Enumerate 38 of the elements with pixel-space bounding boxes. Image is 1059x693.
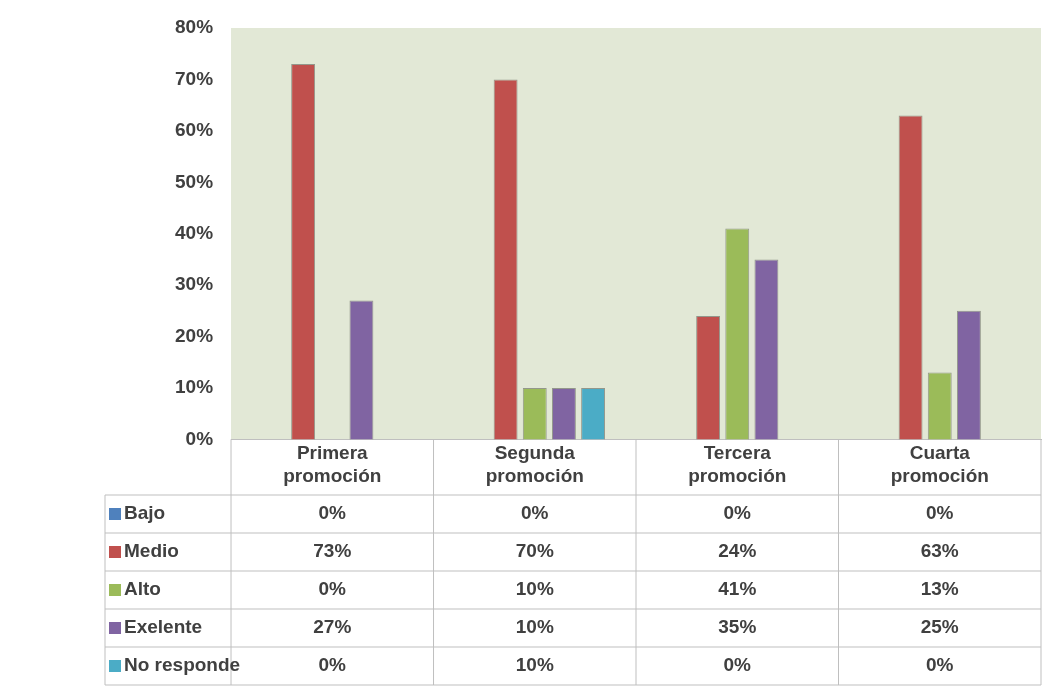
data-label: 0% xyxy=(926,654,954,676)
data-label: 27% xyxy=(313,616,352,638)
data-label: 35% xyxy=(718,616,757,638)
data-label: 10% xyxy=(515,654,554,676)
data-label: 10% xyxy=(515,616,554,638)
data-label: 63% xyxy=(920,540,959,562)
legend-label: Alto xyxy=(124,578,161,600)
data-label: 0% xyxy=(723,654,752,676)
data-label: 25% xyxy=(920,616,959,638)
y-tick-label: 10% xyxy=(175,376,214,398)
y-tick-label: 20% xyxy=(175,324,214,346)
y-tick-label: 80% xyxy=(175,16,214,38)
x-tick-label: Segunda promoción xyxy=(485,442,584,486)
data-label: 73% xyxy=(313,540,352,562)
data-label: 70% xyxy=(515,540,554,562)
legend-label: Bajo xyxy=(124,502,166,524)
legend-label: Exelente xyxy=(124,616,203,638)
data-label: 41% xyxy=(718,578,757,600)
y-tick-label: 40% xyxy=(175,221,214,243)
data-label: 0% xyxy=(318,578,347,600)
x-tick-label: Cuarta promoción xyxy=(890,442,989,486)
data-label: 0% xyxy=(521,502,549,524)
y-tick-label: 30% xyxy=(175,273,214,295)
x-tick-label: Tercera promoción xyxy=(688,442,787,486)
data-label: 0% xyxy=(318,654,347,676)
data-label: 13% xyxy=(920,578,959,600)
y-tick-label: 70% xyxy=(175,67,214,89)
x-tick-label: Primera promoción xyxy=(283,442,382,486)
y-tick-label: 0% xyxy=(185,427,214,449)
y-tick-label: 60% xyxy=(175,119,214,141)
legend-label: Medio xyxy=(124,540,179,562)
data-label: 0% xyxy=(318,502,347,524)
legend-label: No responde xyxy=(124,654,241,676)
data-label: 24% xyxy=(718,540,757,562)
data-label: 10% xyxy=(515,578,554,600)
y-tick-label: 50% xyxy=(175,170,214,192)
data-label: 0% xyxy=(723,502,752,524)
data-label: 0% xyxy=(926,502,954,524)
